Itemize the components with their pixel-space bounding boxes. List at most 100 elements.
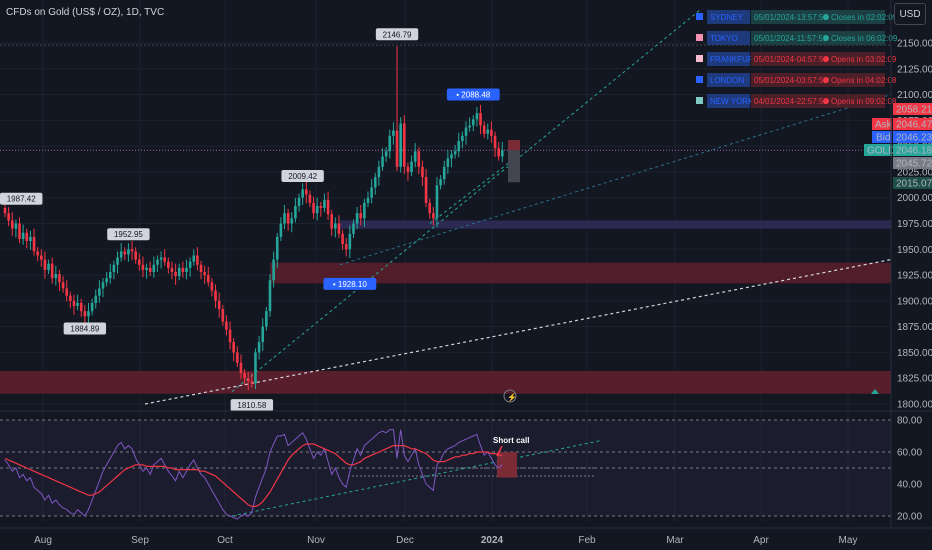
session-name: LONDON	[710, 76, 744, 85]
candle-body	[417, 151, 421, 167]
candle-body	[482, 125, 486, 134]
candle-body	[261, 326, 265, 343]
candle-body	[403, 123, 406, 167]
price-tag-text: 2046.47	[896, 120, 932, 131]
candle-body	[210, 282, 214, 291]
price-tag	[893, 157, 932, 169]
candle-body	[283, 213, 286, 224]
session-status: Opens in 09:02:08	[831, 97, 897, 106]
candle-body	[323, 199, 326, 209]
x-tick-label: Sep	[131, 535, 149, 546]
session-name: FRANKFURT	[710, 55, 758, 64]
chart-title: CFDs on Gold (US$ / OZ), 1D, TVC	[6, 7, 165, 18]
price-tag-text: 2046.23	[896, 133, 932, 144]
candle-body	[286, 213, 290, 224]
price-tag	[893, 131, 932, 143]
candle-body	[359, 213, 363, 219]
candle-body	[105, 278, 108, 283]
candle-body	[170, 267, 174, 272]
candle-body	[196, 255, 199, 265]
candle-body	[58, 274, 61, 283]
session-status: Closes in 06:02:09	[831, 34, 898, 43]
candle-body	[76, 302, 79, 307]
candle-body	[399, 123, 402, 167]
position-risk	[508, 139, 520, 151]
candle-body	[134, 251, 137, 260]
demand-zone	[270, 262, 891, 284]
candle-body	[29, 236, 32, 242]
price-label-box	[0, 192, 43, 205]
candle-body	[308, 194, 312, 203]
price-tag	[893, 177, 932, 189]
rsi-annotation: Short call	[493, 436, 529, 445]
ask-tag	[872, 118, 892, 130]
rsi-ma-line	[4, 443, 503, 507]
x-tick-label: Nov	[307, 535, 325, 546]
bid-tag	[872, 131, 892, 143]
candle-body	[14, 223, 18, 229]
candle-body	[439, 179, 442, 186]
candle-body	[167, 261, 170, 268]
y-tick-label: 1975.00	[897, 219, 932, 230]
rsi-tick-label: 80.00	[897, 416, 922, 427]
x-tick-label: May	[839, 535, 858, 546]
candle-body	[395, 130, 399, 167]
candle-body	[112, 264, 116, 272]
candle-body	[254, 352, 257, 384]
y-tick-label: 1950.00	[897, 245, 932, 256]
x-tick-label: 2024	[481, 535, 504, 546]
candle-body	[159, 257, 163, 260]
y-tick-label: 1850.00	[897, 348, 932, 359]
candle-body	[221, 309, 225, 322]
currency-button[interactable]: USD	[894, 3, 926, 25]
candle-body	[457, 140, 461, 152]
candle-body	[381, 156, 384, 167]
price-label: 1884.89	[70, 324, 99, 333]
session-row	[751, 73, 885, 87]
session-name-cell	[707, 31, 750, 45]
y-tick-label: 2150.00	[897, 39, 932, 50]
candle-body	[47, 263, 50, 270]
candle-body	[377, 166, 381, 178]
session-status-dot	[823, 14, 829, 20]
price-label: 2146.79	[383, 30, 412, 39]
candle-body	[174, 271, 177, 277]
candle-body	[188, 261, 192, 268]
session-status-dot	[823, 98, 829, 104]
session-time: 05/01/2024-04:57:51	[754, 55, 828, 64]
candle-body	[18, 223, 21, 239]
candle-body	[69, 295, 72, 301]
x-tick-label: Oct	[217, 535, 233, 546]
candle-body	[10, 220, 14, 229]
rsi-tick-label: 20.00	[897, 512, 922, 523]
candle-body	[185, 267, 188, 272]
candle-body	[471, 119, 475, 126]
candle-body	[36, 251, 39, 256]
candle-body	[475, 113, 479, 120]
candle-body	[203, 271, 206, 276]
y-tick-label: 2025.00	[897, 167, 932, 178]
candle-body	[130, 249, 134, 252]
candle-body	[228, 329, 232, 343]
rsi-tick-label: 40.00	[897, 480, 922, 491]
candle-body	[442, 166, 446, 180]
price-label-box	[63, 322, 107, 335]
candle-body	[94, 295, 98, 303]
candle-body	[501, 150, 504, 157]
candle-body	[352, 223, 355, 234]
flag-icon	[871, 389, 879, 394]
candle-body	[410, 161, 413, 172]
candle-body	[116, 257, 119, 265]
candle-body	[406, 166, 410, 172]
candle-body	[246, 378, 250, 382]
candle-body	[468, 125, 471, 128]
annotation-arrow	[496, 445, 503, 457]
y-tick-label: 2100.00	[897, 90, 932, 101]
candle-body	[43, 259, 47, 270]
session-status: Opens in 03:02:09	[831, 55, 897, 64]
y-tick-label: 2000.00	[897, 193, 932, 204]
price-tag	[893, 118, 932, 130]
y-tick-label: 2125.00	[897, 64, 932, 75]
candle-body	[32, 236, 36, 252]
